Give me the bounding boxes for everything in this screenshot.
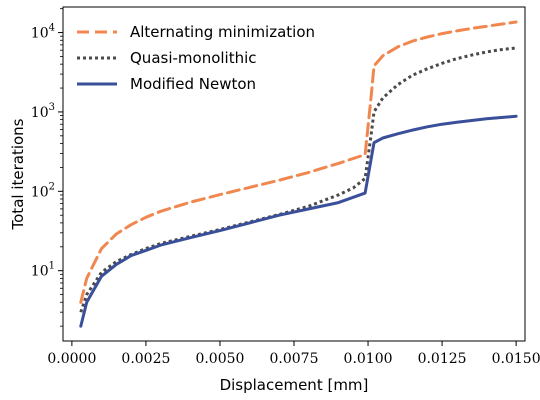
x-tick-label: 0.0000: [47, 351, 96, 367]
plot-series: [79, 20, 518, 328]
x-tick-label: 0.0075: [270, 351, 319, 367]
legend: Alternating minimization Quasi-monolithic…: [77, 23, 315, 93]
x-tick-label: 0.0025: [121, 351, 170, 367]
y-tick-label: 102: [31, 181, 55, 200]
x-tick-label: 0.0100: [344, 351, 393, 367]
y-axis-label: Total iterations: [9, 118, 27, 230]
y-tick-label: 104: [31, 23, 55, 42]
legend-label-0: Alternating minimization: [130, 23, 315, 41]
x-axis-label: Displacement [mm]: [220, 376, 369, 394]
y-tick-label: 103: [31, 102, 55, 121]
x-tick-label: 0.0125: [418, 351, 467, 367]
legend-label-2: Modified Newton: [130, 75, 256, 93]
y-axis-ticks: 101 102 103 104: [31, 8, 63, 327]
series-line-2: [79, 114, 518, 328]
x-tick-label: 0.0050: [195, 351, 244, 367]
legend-label-1: Quasi-monolithic: [130, 49, 257, 67]
x-axis-ticks: 0.0000 0.0025 0.0050 0.0075 0.0100 0.0125 0.01…: [47, 341, 540, 367]
x-tick-label: 0.0150: [492, 351, 540, 367]
series-line-0: [79, 20, 518, 304]
y-tick-label: 101: [31, 261, 55, 280]
